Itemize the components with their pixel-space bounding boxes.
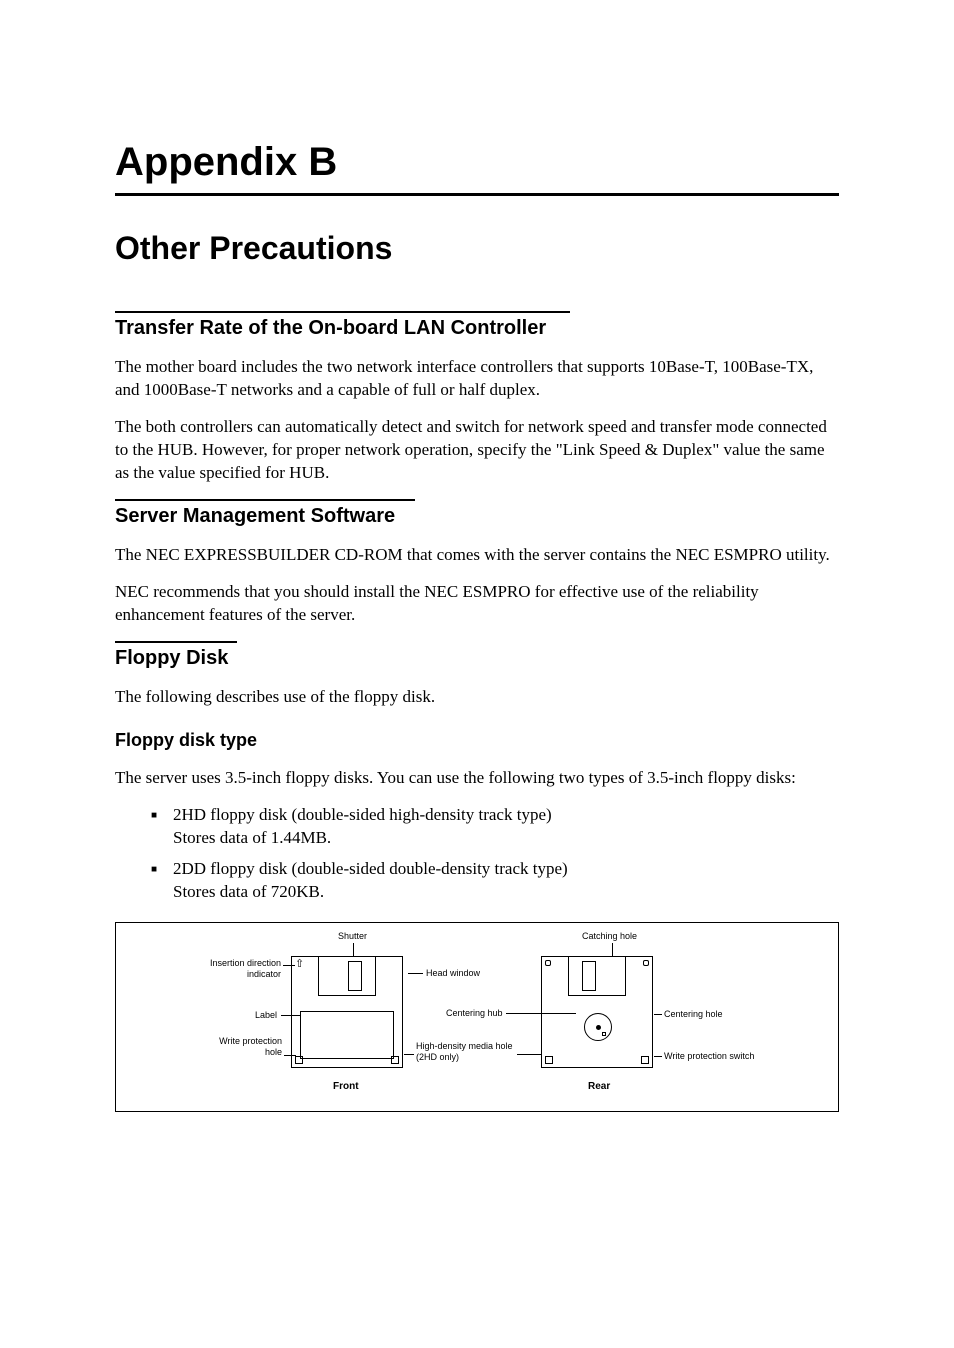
title-rule	[115, 193, 839, 196]
body-text: NEC recommends that you should install t…	[115, 581, 839, 627]
diagram-label-head-window: Head window	[426, 968, 480, 979]
body-text: The following describes use of the flopp…	[115, 686, 839, 709]
floppy-hd-hole-rear	[545, 1056, 553, 1064]
diagram-label-centering-hub: Centering hub	[446, 1008, 503, 1019]
floppy-catch-hole	[643, 960, 649, 966]
floppy-front: ⇧	[291, 956, 403, 1068]
diagram-label-wp-hole: Write protection hole	[202, 1036, 282, 1058]
leader-line	[404, 1054, 414, 1055]
leader-line	[281, 1015, 301, 1016]
floppy-hub-center	[596, 1025, 601, 1030]
floppy-diagram: Shutter Catching hole ⇧ Insertion direct…	[115, 922, 839, 1112]
floppy-wp-switch	[641, 1056, 649, 1064]
floppy-wp-hole	[295, 1056, 303, 1064]
leader-line	[517, 1054, 541, 1055]
section-heading-floppy: Floppy Disk	[115, 647, 237, 670]
floppy-shutter-slot	[348, 961, 362, 991]
body-text: The server uses 3.5-inch floppy disks. Y…	[115, 767, 839, 790]
floppy-hub-pin	[602, 1032, 606, 1036]
section-heading-wrap: Floppy Disk	[115, 641, 237, 670]
body-text: The both controllers can automatically d…	[115, 416, 839, 485]
section-heading-transfer: Transfer Rate of the On-board LAN Contro…	[115, 317, 570, 340]
sub-heading-floppy-type: Floppy disk type	[115, 730, 839, 751]
body-text: The mother board includes the two networ…	[115, 356, 839, 402]
leader-line	[353, 943, 354, 956]
floppy-label-area	[300, 1011, 394, 1059]
list-item-line2: Stores data of 720KB.	[173, 882, 324, 901]
diagram-label-wp-switch: Write protection switch	[664, 1051, 754, 1062]
bullet-list: 2HD floppy disk (double-sided high-densi…	[115, 804, 839, 904]
floppy-rear	[541, 956, 653, 1068]
floppy-shutter-rear	[568, 956, 626, 996]
diagram-label-catching-hole: Catching hole	[582, 931, 637, 942]
floppy-shutter-slot-rear	[582, 961, 596, 991]
diagram-label-high-density: High-density media hole (2HD only)	[416, 1041, 513, 1063]
diagram-label-rear: Rear	[588, 1081, 610, 1093]
list-item: 2HD floppy disk (double-sided high-densi…	[173, 804, 839, 850]
leader-line	[283, 965, 295, 966]
floppy-hd-hole	[391, 1056, 399, 1064]
list-item-line1: 2DD floppy disk (double-sided double-den…	[173, 859, 568, 878]
appendix-title: Appendix B	[115, 140, 839, 185]
leader-line	[612, 943, 613, 956]
leader-line	[654, 1014, 662, 1015]
floppy-catch-hole	[545, 960, 551, 966]
leader-line	[284, 1055, 296, 1056]
arrow-icon: ⇧	[295, 959, 304, 970]
floppy-hub	[584, 1013, 612, 1041]
list-item-line1: 2HD floppy disk (double-sided high-densi…	[173, 805, 552, 824]
section-heading-wrap: Transfer Rate of the On-board LAN Contro…	[115, 311, 570, 340]
diagram-label-insertion: Insertion direction indicator	[191, 958, 281, 980]
body-text: The NEC EXPRESSBUILDER CD-ROM that comes…	[115, 544, 839, 567]
floppy-shutter	[318, 956, 376, 996]
diagram-label-shutter: Shutter	[338, 931, 367, 942]
diagram-label-centering-hole: Centering hole	[664, 1009, 723, 1020]
diagram-label-label: Label	[255, 1010, 277, 1021]
list-item: 2DD floppy disk (double-sided double-den…	[173, 858, 839, 904]
list-item-line2: Stores data of 1.44MB.	[173, 828, 331, 847]
diagram-label-front: Front	[333, 1081, 359, 1093]
leader-line	[408, 973, 423, 974]
section-heading-server: Server Management Software	[115, 505, 415, 528]
leader-line	[654, 1056, 662, 1057]
section-heading-wrap: Server Management Software	[115, 499, 415, 528]
main-title: Other Precautions	[115, 230, 839, 267]
